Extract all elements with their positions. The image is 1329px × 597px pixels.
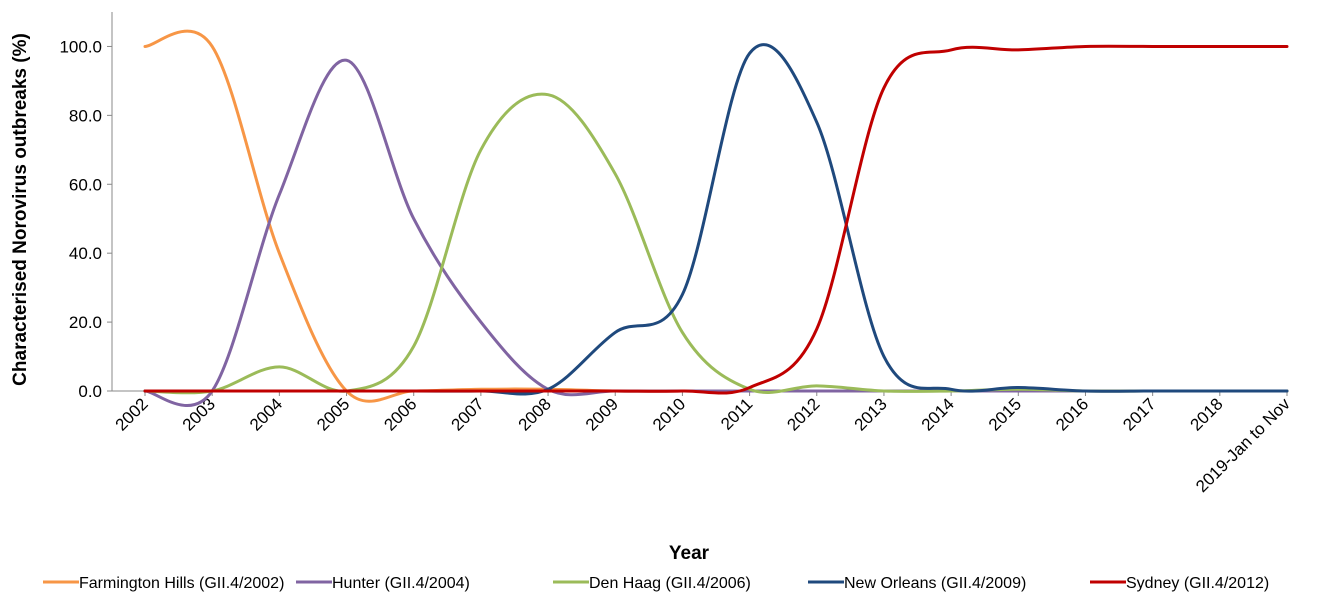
series-line-1 (143, 58, 1289, 407)
y-tick-label: 80.0 (69, 106, 102, 125)
x-tick-label: 2008 (515, 394, 555, 434)
legend-item-2: Den Haag (GII.4/2006) (553, 575, 751, 592)
legend-label: Sydney (GII.4/2012) (1126, 575, 1269, 592)
x-tick-label: 2014 (918, 394, 958, 434)
legend-label: Den Haag (GII.4/2006) (589, 575, 751, 592)
series-lines (143, 29, 1289, 407)
y-axis-title: Characterised Norovirus outbreaks (%) (10, 33, 31, 386)
y-tick-label: 40.0 (69, 244, 102, 263)
series-line-2 (143, 92, 1289, 395)
legend-item-0: Farmington Hills (GII.4/2002) (43, 575, 284, 592)
x-axis-ticks: 2002 2003 2004 2005 2006 2007 2008 2009 2010 2011… (112, 391, 1294, 496)
axes (111, 12, 1287, 392)
x-tick-label: 2006 (380, 394, 420, 434)
y-tick-label: 0.0 (78, 382, 102, 401)
legend-item-1: Hunter (GII.4/2004) (296, 575, 470, 592)
series-line-0 (143, 29, 1289, 403)
x-tick-label: 2009 (582, 394, 622, 434)
legend-label: New Orleans (GII.4/2009) (844, 575, 1026, 592)
y-tick-label: 20.0 (69, 313, 102, 332)
x-tick-label: 2002 (112, 394, 152, 434)
x-axis-title: Year (669, 543, 710, 564)
y-tick-label: 60.0 (69, 175, 102, 194)
x-tick-label: 2016 (1052, 394, 1092, 434)
x-tick-label: 2010 (649, 394, 689, 434)
x-tick-label: 2015 (985, 394, 1025, 434)
x-tick-label: 2013 (851, 394, 891, 434)
x-tick-label: 2017 (1119, 394, 1159, 434)
x-tick-label: 2003 (179, 394, 219, 434)
x-tick-label: 2005 (313, 394, 353, 434)
legend-label: Farmington Hills (GII.4/2002) (79, 575, 284, 592)
y-axis-ticks: 0.0 20.0 40.0 60.0 80.0 100.0 (59, 37, 112, 401)
x-tick-label: 2018 (1186, 394, 1226, 434)
legend: Farmington Hills (GII.4/2002) Hunter (GII… (43, 575, 1269, 592)
y-tick-label: 100.0 (59, 37, 102, 56)
legend-item-3: New Orleans (GII.4/2009) (808, 575, 1026, 592)
x-tick-label: 2011 (717, 394, 756, 433)
legend-label: Hunter (GII.4/2004) (332, 575, 470, 592)
x-tick-label: 2012 (783, 394, 823, 434)
legend-item-4: Sydney (GII.4/2012) (1090, 575, 1269, 592)
x-tick-label: 2004 (246, 394, 286, 434)
x-tick-label: 2007 (448, 394, 488, 434)
series-line-4 (143, 44, 1289, 395)
